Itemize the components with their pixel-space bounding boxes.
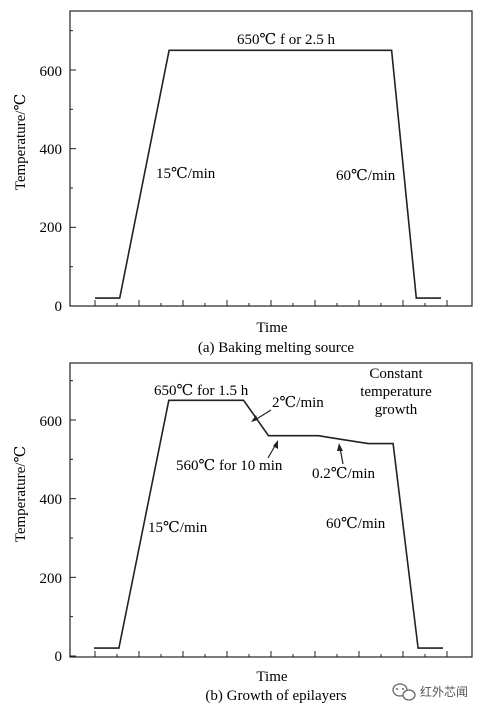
annotation-hold: 650℃ f or 2.5 h [237, 32, 336, 48]
panel-caption: (b) Growth of epilayers [205, 688, 346, 704]
axis-ticks-a [70, 30, 448, 307]
y-tick-label: 400 [40, 492, 63, 508]
axis-ticks-b [70, 380, 448, 657]
arrow-cool-rate [254, 409, 272, 421]
panel-caption: (a) Baking melting source [198, 340, 355, 356]
y-tick-label: 200 [40, 571, 63, 587]
y-tick-label: 0 [55, 649, 63, 665]
watermark-text: 红外芯闻 [420, 684, 468, 699]
annotation-cool-rate: 2℃/min [272, 395, 324, 411]
series-line-a [95, 49, 441, 299]
y-tick-label: 0 [55, 299, 63, 315]
annotation-constant-1: Constant [369, 366, 423, 382]
x-axis-title: Time [256, 669, 287, 685]
annotation-hold-low: 560℃ for 10 min [176, 458, 283, 474]
x-axis-title: Time [256, 320, 287, 336]
annotation-ramp-down: 60℃/min [336, 168, 396, 184]
wechat-icon [392, 683, 416, 701]
y-axis-title: Temperature/℃ [13, 446, 29, 543]
annotation-constant-2: temperature [360, 384, 432, 400]
watermark: 红外芯闻 [392, 683, 468, 701]
annotation-slow-cool: 0.2℃/min [312, 466, 376, 482]
annotation-hold-high: 650℃ for 1.5 h [154, 383, 249, 399]
panel-b: 0 200 400 600 Temperature/℃ Time (b) Gro… [13, 362, 473, 704]
y-tick-label: 600 [40, 414, 63, 430]
y-tick-label: 200 [40, 220, 63, 236]
arrowhead-hold-low [273, 440, 278, 449]
annotation-constant-3: growth [375, 402, 418, 418]
panel-a: 0 200 400 600 Temperature/℃ Time (a) Bak… [13, 10, 473, 356]
arrowhead-cool-rate [251, 415, 258, 422]
y-tick-label: 600 [40, 64, 63, 80]
arrowhead-slow-cool [337, 443, 343, 451]
annotation-ramp-up: 15℃/min [148, 520, 208, 536]
annotation-ramp-up: 15℃/min [156, 166, 216, 182]
annotation-ramp-down: 60℃/min [326, 516, 386, 532]
y-axis-title: Temperature/℃ [13, 94, 29, 191]
plot-frame-a [69, 10, 473, 307]
y-tick-label: 400 [40, 142, 63, 158]
series-line-b [94, 399, 443, 649]
